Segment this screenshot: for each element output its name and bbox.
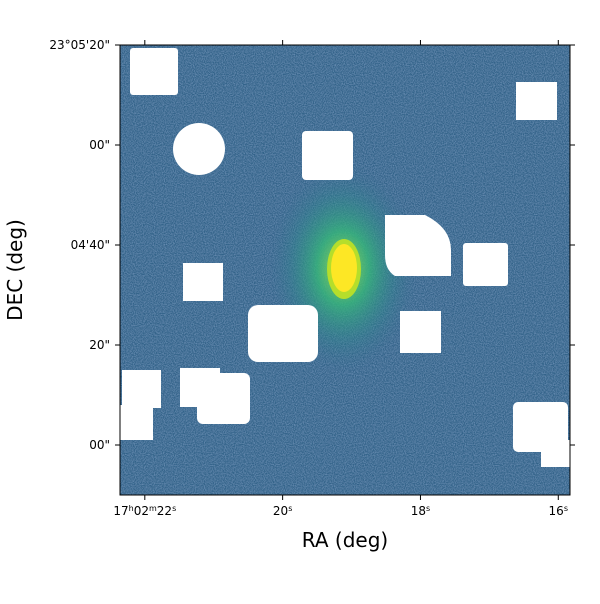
- mask: [173, 123, 225, 175]
- mask: [400, 311, 441, 353]
- y-tick-label: 00": [89, 438, 110, 452]
- mask: [385, 215, 451, 276]
- mask: [513, 402, 568, 452]
- mask: [463, 243, 508, 286]
- y-tick-label: 04'40": [71, 238, 110, 252]
- mask: [183, 263, 223, 301]
- masks: [120, 48, 570, 467]
- plot-frame: [119, 44, 571, 496]
- mask: [541, 440, 570, 467]
- mask: [122, 370, 161, 408]
- y-tick-label: 00": [89, 138, 110, 152]
- x-tick-label: 18s: [411, 504, 430, 519]
- y-axis-label: DEC (deg): [3, 219, 27, 321]
- mask: [302, 131, 353, 180]
- mask: [248, 305, 318, 362]
- x-tick-label: 16s: [549, 504, 568, 519]
- y-tick-label: 23°05'20": [49, 38, 110, 52]
- galaxy-core: [331, 244, 357, 292]
- mask: [516, 82, 557, 120]
- mask: [120, 405, 153, 440]
- y-tick-label: 20": [89, 338, 110, 352]
- sky-image: [120, 45, 570, 495]
- x-tick-label: 20s: [273, 504, 292, 519]
- x-axis-label: RA (deg): [302, 528, 388, 552]
- mask: [197, 373, 250, 424]
- mask: [130, 48, 178, 95]
- x-tick-label: 17h02m22s: [113, 504, 176, 519]
